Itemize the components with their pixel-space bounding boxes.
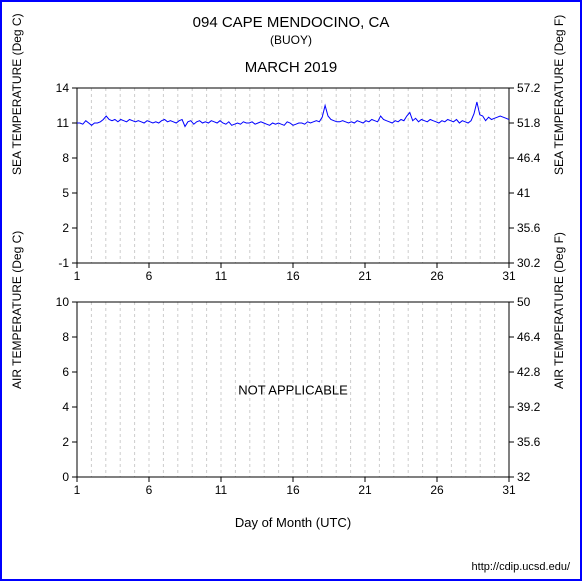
footer-url: http://cdip.ucsd.edu/ <box>472 561 570 573</box>
svg-text:2: 2 <box>62 221 69 235</box>
svg-text:4: 4 <box>62 400 69 414</box>
svg-text:16: 16 <box>286 269 300 283</box>
svg-text:14: 14 <box>56 81 70 95</box>
x-axis-label: Day of Month (UTC) <box>77 515 509 530</box>
main-title: 094 CAPE MENDOCINO, CA <box>10 14 572 31</box>
svg-text:50: 50 <box>517 295 531 309</box>
svg-text:39.2: 39.2 <box>517 400 541 414</box>
svg-text:41: 41 <box>517 186 531 200</box>
sea-temp-chart: 161116212631-1258111430.235.64146.451.85… <box>77 88 509 263</box>
svg-text:8: 8 <box>62 330 69 344</box>
svg-text:16: 16 <box>286 483 300 497</box>
svg-text:1: 1 <box>74 483 81 497</box>
svg-text:35.6: 35.6 <box>517 221 541 235</box>
svg-text:6: 6 <box>146 269 153 283</box>
svg-text:57.2: 57.2 <box>517 81 541 95</box>
svg-text:8: 8 <box>62 151 69 165</box>
svg-text:30.2: 30.2 <box>517 256 541 270</box>
svg-text:51.8: 51.8 <box>517 116 541 130</box>
svg-text:0: 0 <box>62 470 69 484</box>
svg-text:21: 21 <box>358 483 372 497</box>
svg-text:1: 1 <box>74 269 81 283</box>
svg-text:6: 6 <box>146 483 153 497</box>
not-applicable-text: NOT APPLICABLE <box>238 382 348 397</box>
svg-text:46.4: 46.4 <box>517 151 541 165</box>
svg-text:31: 31 <box>502 483 516 497</box>
svg-text:31: 31 <box>502 269 516 283</box>
svg-text:10: 10 <box>56 295 70 309</box>
svg-text:2: 2 <box>62 435 69 449</box>
svg-text:35.6: 35.6 <box>517 435 541 449</box>
svg-text:26: 26 <box>430 483 444 497</box>
svg-text:26: 26 <box>430 269 444 283</box>
sea-temp-svg: 161116212631-1258111430.235.64146.451.85… <box>37 83 549 283</box>
svg-text:42.8: 42.8 <box>517 365 541 379</box>
svg-text:11: 11 <box>57 116 70 130</box>
svg-text:21: 21 <box>358 269 372 283</box>
svg-text:5: 5 <box>62 186 69 200</box>
svg-text:32: 32 <box>517 470 531 484</box>
chart-container: 094 CAPE MENDOCINO, CA (BUOY) MARCH 2019… <box>0 0 582 581</box>
subtitle: (BUOY) <box>10 33 572 47</box>
month-title: MARCH 2019 <box>10 59 572 76</box>
air-temp-svg: 16111621263102468103235.639.242.846.450 <box>37 297 549 497</box>
svg-text:11: 11 <box>215 483 228 497</box>
air-temp-chart: 16111621263102468103235.639.242.846.450 … <box>77 302 509 477</box>
svg-text:-1: -1 <box>58 256 69 270</box>
svg-text:11: 11 <box>215 269 228 283</box>
svg-text:46.4: 46.4 <box>517 330 541 344</box>
svg-text:6: 6 <box>62 365 69 379</box>
